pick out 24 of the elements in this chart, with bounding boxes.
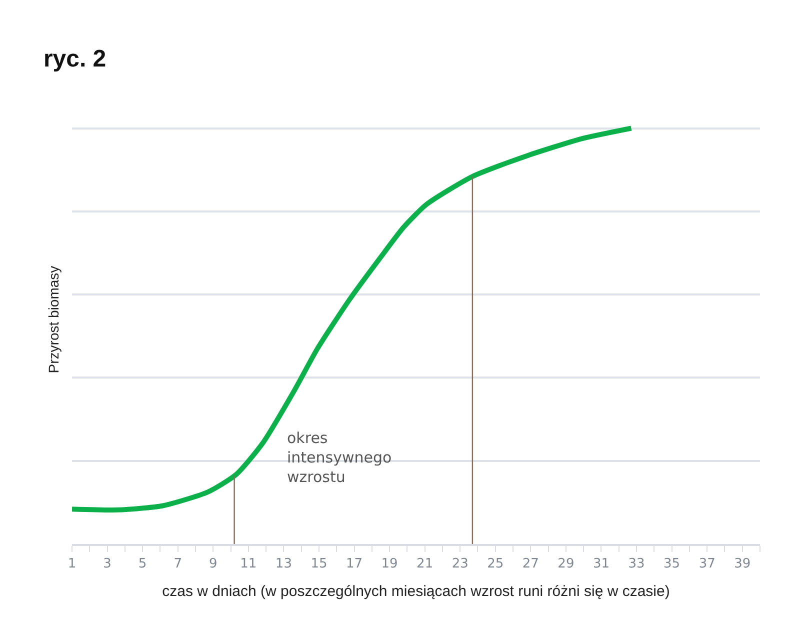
x-tick-label: 33 [628, 556, 645, 572]
x-tick-label: 3 [103, 556, 112, 572]
x-tick-label: 39 [734, 556, 751, 572]
chart-title: ryc. 2 [43, 46, 106, 73]
x-tick-label: 5 [138, 556, 147, 572]
x-tick-label: 7 [174, 556, 182, 572]
x-tick-label: 13 [275, 556, 292, 572]
x-tick-label: 35 [664, 556, 680, 572]
x-tick-label: 37 [698, 556, 716, 572]
x-tick-label: 17 [346, 556, 363, 572]
x-tick-label: 15 [310, 556, 328, 572]
y-axis-title: Przyrost biomasy [46, 266, 62, 374]
x-tick-label: 1 [68, 556, 76, 572]
x-tick-label: 21 [416, 556, 434, 572]
x-tick-label: 25 [487, 556, 504, 572]
x-tick-label: 9 [208, 556, 218, 572]
x-axis-title: czas w dniach (w poszczególnych miesiącach wzrost runi różni się w czasie) [162, 582, 670, 600]
x-tick-label: 27 [522, 556, 539, 572]
x-tick-label: 29 [558, 556, 574, 572]
annotation: okres intensywnego wzrostu [287, 429, 392, 486]
x-tick-label: 19 [381, 556, 398, 572]
x-tick-label: 31 [592, 556, 610, 572]
x-tick-label: 11 [240, 556, 257, 572]
x-tick-label: 23 [452, 556, 468, 572]
